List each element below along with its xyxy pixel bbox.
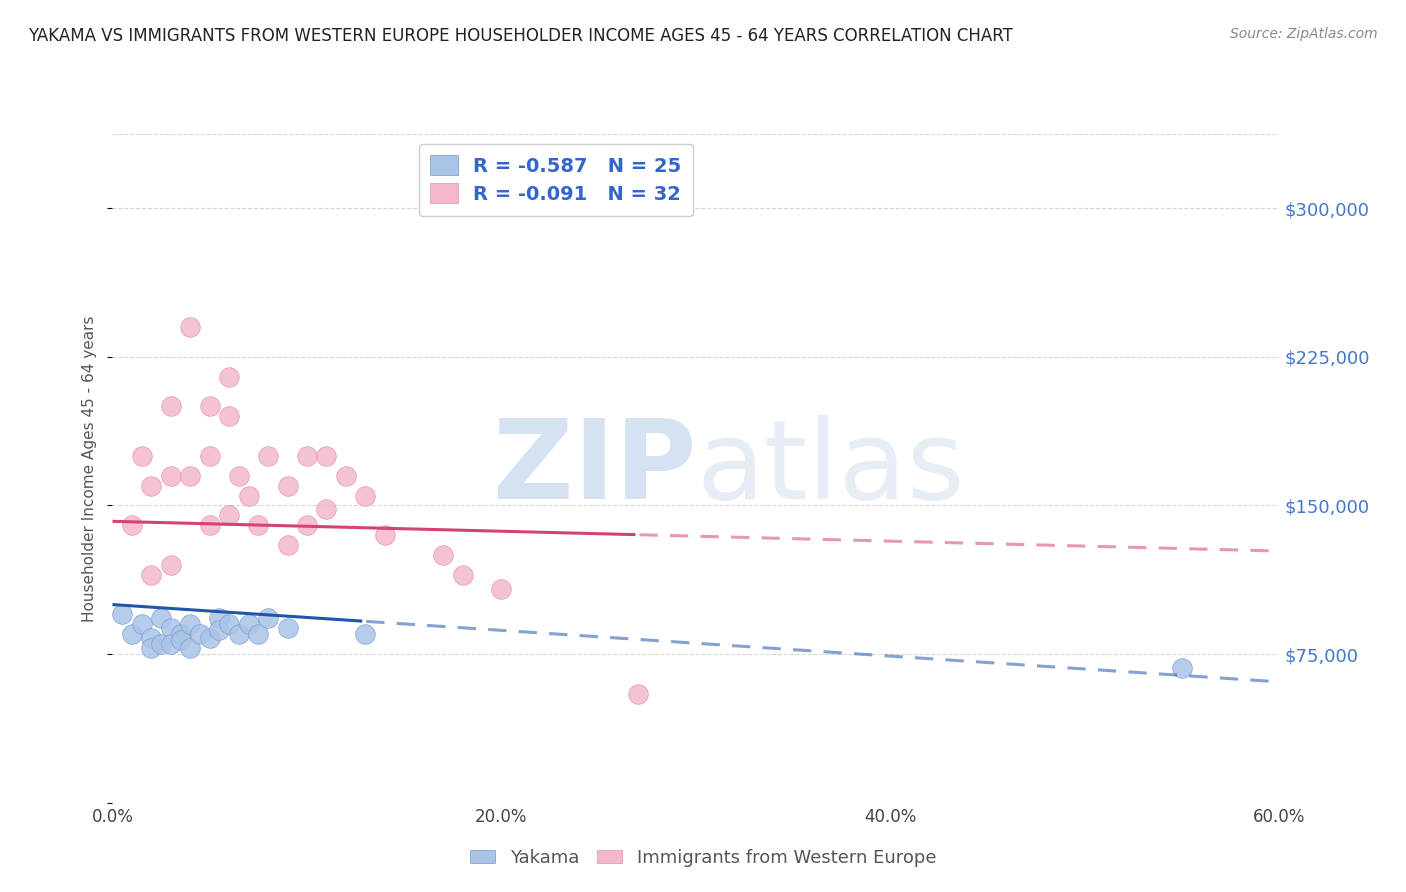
Point bbox=[432, 548, 454, 562]
Point bbox=[354, 627, 377, 641]
Point bbox=[491, 582, 513, 596]
Point bbox=[315, 502, 337, 516]
Point bbox=[169, 633, 191, 648]
Point bbox=[111, 607, 134, 622]
Point bbox=[131, 617, 153, 632]
Point bbox=[198, 518, 221, 533]
Point bbox=[160, 621, 183, 635]
Point bbox=[257, 611, 280, 625]
Text: ZIP: ZIP bbox=[492, 415, 696, 522]
Point bbox=[141, 632, 163, 646]
Point bbox=[247, 518, 270, 533]
Point bbox=[295, 518, 318, 533]
Point bbox=[276, 538, 298, 552]
Point bbox=[160, 637, 183, 651]
Point bbox=[141, 478, 163, 492]
Point bbox=[374, 528, 396, 542]
Point bbox=[335, 468, 357, 483]
Text: Source: ZipAtlas.com: Source: ZipAtlas.com bbox=[1230, 27, 1378, 41]
Point bbox=[451, 567, 474, 582]
Point bbox=[179, 468, 201, 483]
Point bbox=[179, 641, 201, 656]
Point bbox=[121, 518, 143, 533]
Point bbox=[150, 611, 173, 625]
Legend: Yakama, Immigrants from Western Europe: Yakama, Immigrants from Western Europe bbox=[463, 842, 943, 874]
Point bbox=[247, 627, 270, 641]
Point bbox=[257, 449, 280, 463]
Point bbox=[627, 687, 650, 701]
Point bbox=[160, 468, 183, 483]
Point bbox=[218, 409, 240, 424]
Y-axis label: Householder Income Ages 45 - 64 years: Householder Income Ages 45 - 64 years bbox=[82, 315, 97, 622]
Point bbox=[276, 621, 298, 635]
Point bbox=[276, 478, 298, 492]
Point bbox=[169, 627, 191, 641]
Point bbox=[160, 558, 183, 572]
Point bbox=[131, 449, 153, 463]
Point bbox=[179, 320, 201, 334]
Point bbox=[218, 617, 240, 632]
Point bbox=[238, 489, 260, 503]
Point bbox=[218, 369, 240, 384]
Legend: R = -0.587   N = 25, R = -0.091   N = 32: R = -0.587 N = 25, R = -0.091 N = 32 bbox=[419, 144, 693, 216]
Point bbox=[179, 617, 201, 632]
Point bbox=[354, 489, 377, 503]
Text: YAKAMA VS IMMIGRANTS FROM WESTERN EUROPE HOUSEHOLDER INCOME AGES 45 - 64 YEARS C: YAKAMA VS IMMIGRANTS FROM WESTERN EUROPE… bbox=[28, 27, 1012, 45]
Point bbox=[295, 449, 318, 463]
Point bbox=[198, 632, 221, 646]
Point bbox=[218, 508, 240, 523]
Point bbox=[141, 641, 163, 656]
Point bbox=[198, 449, 221, 463]
Point bbox=[121, 627, 143, 641]
Point bbox=[238, 617, 260, 632]
Text: atlas: atlas bbox=[696, 415, 965, 522]
Point bbox=[228, 468, 250, 483]
Point bbox=[150, 637, 173, 651]
Point bbox=[228, 627, 250, 641]
Point bbox=[208, 611, 231, 625]
Point bbox=[188, 627, 211, 641]
Point bbox=[1171, 661, 1194, 675]
Point bbox=[160, 400, 183, 414]
Point bbox=[208, 624, 231, 638]
Point bbox=[198, 400, 221, 414]
Point bbox=[141, 567, 163, 582]
Point bbox=[315, 449, 337, 463]
